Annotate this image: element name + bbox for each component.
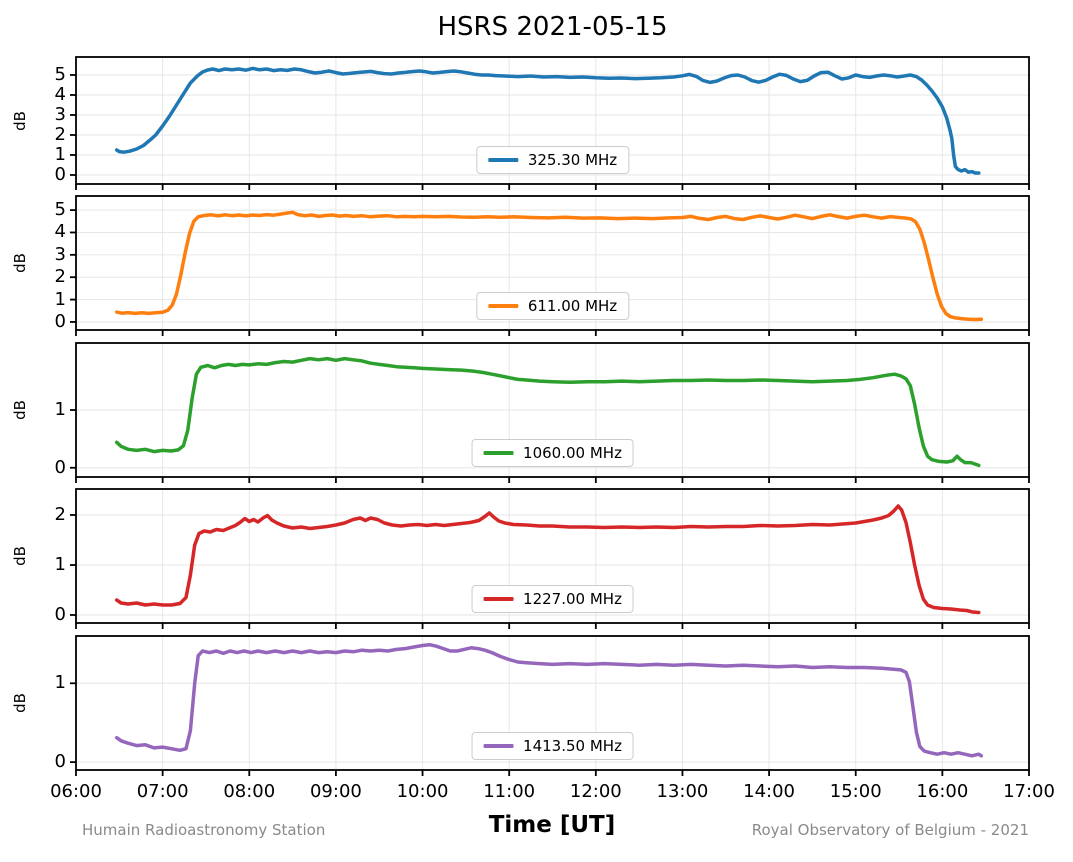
legend-line-sample xyxy=(483,451,514,455)
x-tick-label: 17:00 xyxy=(1003,781,1055,802)
plot-area xyxy=(70,342,1030,483)
y-tick-label: 0 xyxy=(54,456,66,478)
legend: 1413.50 MHz xyxy=(471,732,634,760)
data-line xyxy=(114,66,981,175)
y-tick-label: 2 xyxy=(54,266,66,288)
axes-frame xyxy=(75,56,1030,185)
plot-area xyxy=(70,635,1030,776)
y-tick-label: 0 xyxy=(54,751,66,773)
legend-line-sample xyxy=(483,744,514,748)
y-axis-label: dB xyxy=(11,253,29,273)
y-axis-label: dB xyxy=(11,546,29,566)
data-line xyxy=(114,642,984,758)
y-axis-label: dB xyxy=(11,400,29,420)
y-tick-label: 2 xyxy=(54,124,66,145)
x-tick-label: 08:00 xyxy=(223,781,276,802)
legend-label: 1060.00 MHz xyxy=(523,444,622,462)
y-tick-label: 0 xyxy=(54,604,66,625)
y-tick-label: 1 xyxy=(54,288,66,310)
y-tick-label: 4 xyxy=(54,221,66,243)
y-tick-label: 5 xyxy=(54,64,66,85)
legend-line-sample xyxy=(487,304,518,308)
y-tick-label: 3 xyxy=(54,243,66,265)
observatory-credit: Royal Observatory of Belgium - 2021 xyxy=(751,821,1029,839)
y-tick-label: 0 xyxy=(54,164,66,185)
y-tick-label: 0 xyxy=(54,310,66,332)
y-tick-label: 3 xyxy=(54,104,66,125)
x-tick-label: 10:00 xyxy=(396,781,449,802)
y-tick-label: 1 xyxy=(54,399,66,420)
x-tick-label: 13:00 xyxy=(656,781,709,802)
y-tick-label: 1 xyxy=(54,672,66,694)
y-tick-label: 2 xyxy=(54,504,66,525)
legend-label: 611.00 MHz xyxy=(527,297,618,315)
x-tick-label: 15:00 xyxy=(829,781,882,802)
plot-area xyxy=(70,195,1030,336)
x-tick-label: 12:00 xyxy=(569,781,622,802)
y-tick-label: 1 xyxy=(54,144,66,165)
legend-line-sample xyxy=(483,597,514,601)
x-tick-label: 07:00 xyxy=(136,781,189,802)
data-line xyxy=(114,210,984,322)
y-axis-label: dB xyxy=(11,693,29,713)
legend-label: 1413.50 MHz xyxy=(523,737,622,755)
legend: 611.00 MHz xyxy=(475,292,630,320)
axes-frame xyxy=(75,342,1030,478)
x-tick-label: 06:00 xyxy=(50,781,102,802)
y-tick-label: 5 xyxy=(54,199,66,221)
legend: 325.30 MHz xyxy=(475,146,630,174)
station-credit: Humain Radioastronomy Station xyxy=(82,821,326,839)
x-tick-label: 16:00 xyxy=(916,781,969,802)
legend: 1227.00 MHz xyxy=(471,585,634,613)
axes-frame xyxy=(75,635,1030,771)
legend: 1060.00 MHz xyxy=(471,439,634,467)
x-axis-label: Time [UT] xyxy=(488,812,616,838)
y-axis-label: dB xyxy=(11,110,29,131)
data-line xyxy=(114,504,981,615)
y-tick-label: 1 xyxy=(54,554,66,575)
legend-label: 1227.00 MHz xyxy=(523,590,622,608)
x-tick-label: 14:00 xyxy=(743,781,796,802)
axes-frame xyxy=(75,195,1030,331)
plot-area xyxy=(70,56,1030,190)
chart-title: HSRS 2021-05-15 xyxy=(437,12,668,42)
legend-line-sample xyxy=(487,158,518,162)
plot-area xyxy=(70,488,1030,629)
data-line xyxy=(114,356,981,468)
x-tick-label: 11:00 xyxy=(483,781,536,802)
x-tick-label: 09:00 xyxy=(309,781,362,802)
legend-label: 325.30 MHz xyxy=(527,151,618,169)
axes-frame xyxy=(75,488,1030,624)
y-tick-label: 4 xyxy=(54,84,66,105)
